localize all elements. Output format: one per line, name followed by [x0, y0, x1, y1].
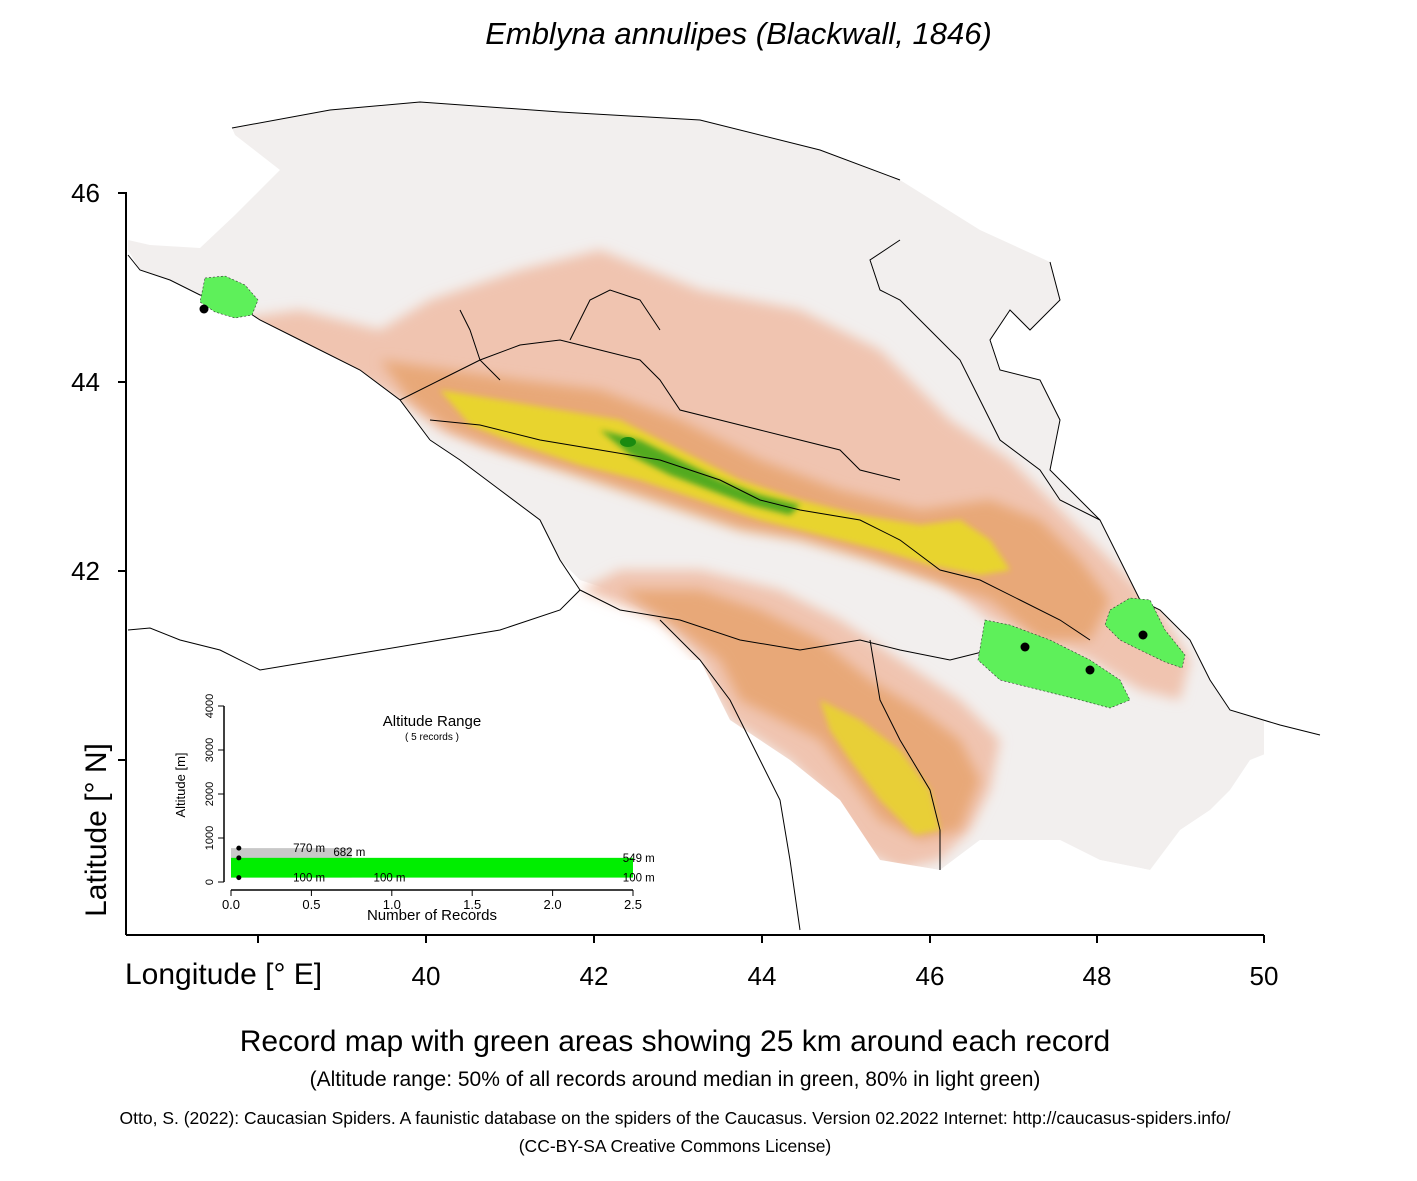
altitude-inset: 0 1000 2000 3000 4000 0.0 0.5 1.0 1.5 2.0 2.5 770…: [173, 694, 655, 924]
record-point: [1138, 630, 1148, 640]
citation: Otto, S. (2022): Caucasian Spiders. A fa…: [119, 1108, 1231, 1128]
license-note: (CC-BY-SA Creative Commons License): [518, 1136, 832, 1156]
inset-y-tick-label: 1000: [204, 826, 216, 850]
inset-points: [236, 845, 242, 881]
inset-x-ticks: 0.0 0.5 1.0 1.5 2.0 2.5: [222, 890, 642, 912]
inset-y-tick-label: 4000: [204, 694, 216, 718]
inset-subtitle: ( 5 records ): [405, 732, 459, 743]
lat-tick-44: 44: [71, 367, 100, 397]
inset-y-tick-label: 3000: [204, 738, 216, 762]
inset-value-label: 549 m: [623, 853, 655, 865]
buffer-sheki: [977, 619, 1131, 709]
map-axes: [118, 192, 1265, 943]
map-caption: Record map with green areas showing 25 k…: [239, 1025, 1111, 1058]
elbrus-peak: [620, 437, 636, 447]
black-sea: [128, 255, 580, 670]
lon-tick-50: 50: [1250, 961, 1279, 991]
inset-value-label: 770 m: [293, 843, 325, 855]
inset-value-label: 100 m: [374, 873, 406, 885]
record-point: [1085, 665, 1095, 675]
inset-value-label: 682 m: [333, 847, 365, 859]
caspian-sea: [990, 200, 1320, 930]
peak-zone: [600, 430, 800, 515]
inset-y-tick-label: 2000: [204, 782, 216, 806]
lon-tick-44: 44: [748, 961, 777, 991]
borders: [127, 101, 1321, 931]
inset-x-tick-label: 0.5: [302, 897, 320, 912]
lon-tick-48: 48: [1083, 961, 1112, 991]
inset-value-labels: 770 m 682 m 549 m 100 m 100 m 100 m: [293, 843, 655, 884]
lon-axis-label: Longitude [° E]: [125, 958, 323, 991]
map-title: Emblyna annulipes (Blackwall, 1846): [485, 16, 992, 51]
inset-title: Altitude Range: [383, 713, 481, 730]
lon-tick-46: 46: [916, 961, 945, 991]
record-points: [199, 304, 1148, 675]
inset-x-tick-label: 2.0: [544, 897, 562, 912]
high-zone-south: [820, 700, 940, 835]
inset-xlabel: Number of Records: [367, 907, 497, 924]
record-point: [1020, 642, 1030, 652]
lat-tick-46: 46: [71, 178, 100, 208]
inset-x-tick-label: 1.5: [463, 897, 481, 912]
inset-value-label: 100 m: [293, 873, 325, 885]
inset-ylabel: Altitude [m]: [173, 752, 188, 817]
lat-tick-42: 42: [71, 556, 100, 586]
lon-tick-40: 40: [412, 961, 441, 991]
inset-point: [236, 875, 242, 881]
inset-bar-50pct: [231, 857, 633, 878]
lon-tick-42: 42: [580, 961, 609, 991]
inset-y-tick-label: 0: [204, 879, 216, 885]
inset-x-tick-label: 1.0: [383, 897, 401, 912]
map-subcaption: (Altitude range: 50% of all records arou…: [309, 1068, 1041, 1091]
inset-bars: [231, 848, 633, 878]
lat-axis-label: Latitude [° N]: [80, 743, 113, 917]
record-point: [199, 304, 209, 314]
inset-y-ticks: 0 1000 2000 3000 4000: [204, 694, 224, 885]
inset-x-tick-label: 2.5: [624, 897, 642, 912]
inset-point: [236, 845, 242, 851]
inset-x-tick-label: 0.0: [222, 897, 240, 912]
inset-point: [236, 855, 242, 861]
inset-value-label: 100 m: [623, 873, 655, 885]
